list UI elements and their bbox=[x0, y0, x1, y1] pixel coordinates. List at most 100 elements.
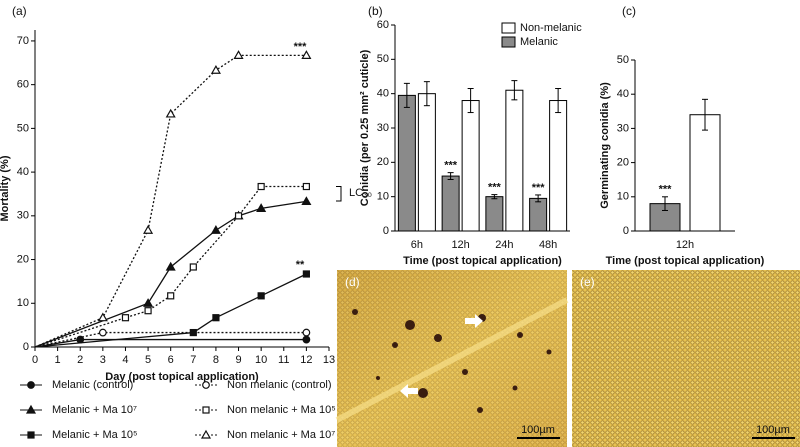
y-tick-label: 60 bbox=[377, 19, 389, 31]
panel-label: (a) bbox=[12, 4, 27, 18]
image-d: 100µm (d) bbox=[335, 270, 569, 447]
error-bar bbox=[491, 194, 498, 200]
y-tick-label: 10 bbox=[17, 297, 29, 309]
x-tick-label: 9 bbox=[235, 354, 241, 366]
marker bbox=[233, 50, 244, 59]
x-tick-label: 2 bbox=[77, 354, 83, 366]
x-tick-label: 7 bbox=[190, 354, 196, 366]
marker bbox=[302, 182, 310, 191]
marker bbox=[200, 429, 212, 439]
y-tick-label: 10 bbox=[377, 191, 389, 203]
legend-label: Melanic + Ma 10⁷ bbox=[52, 404, 137, 416]
error-bar bbox=[511, 80, 518, 101]
error-bar bbox=[662, 196, 668, 211]
error-bar bbox=[467, 88, 474, 114]
bracket bbox=[336, 186, 342, 202]
panel-label: (c) bbox=[622, 4, 636, 18]
line bbox=[34, 200, 307, 348]
bar bbox=[485, 196, 504, 232]
marker bbox=[301, 50, 312, 59]
bar bbox=[689, 114, 721, 232]
y-tick-label: 0 bbox=[383, 225, 389, 237]
y-tick-label: 40 bbox=[377, 88, 389, 100]
annotation: *** bbox=[294, 41, 308, 53]
x-tick-label: 5 bbox=[145, 354, 151, 366]
marker bbox=[97, 312, 108, 322]
marker bbox=[257, 182, 265, 191]
x-tick-label: 8 bbox=[213, 354, 219, 366]
x-tick-label: 12h bbox=[451, 239, 469, 251]
significance: *** bbox=[488, 182, 502, 194]
bar bbox=[417, 93, 436, 232]
marker bbox=[27, 381, 35, 389]
y-tick-label: 20 bbox=[617, 157, 629, 169]
marker bbox=[189, 328, 197, 337]
error-bar bbox=[555, 88, 562, 114]
y-tick-label: 10 bbox=[617, 191, 629, 203]
annotation: ** bbox=[296, 259, 305, 271]
x-tick-label: 24h bbox=[495, 239, 513, 251]
marker bbox=[98, 328, 107, 337]
marker bbox=[165, 261, 176, 271]
marker bbox=[165, 108, 176, 118]
y-tick-label: 0 bbox=[23, 341, 29, 353]
x-tick-label: 1 bbox=[55, 354, 61, 366]
line bbox=[34, 273, 307, 348]
legend-label: Melanic + Ma 10⁵ bbox=[52, 429, 138, 441]
error-bar bbox=[702, 98, 708, 131]
panel-label: (d) bbox=[345, 275, 360, 289]
marker bbox=[202, 381, 210, 389]
significance: *** bbox=[444, 160, 458, 172]
marker bbox=[27, 431, 35, 439]
x-tick-label: 6h bbox=[411, 239, 423, 251]
legend-swatch bbox=[501, 22, 516, 34]
x-tick-label: 4 bbox=[122, 354, 128, 366]
legend-label: Melanic bbox=[520, 36, 558, 48]
image-e: 100µm (e) bbox=[572, 270, 800, 447]
error-bar bbox=[403, 82, 410, 108]
marker bbox=[212, 314, 220, 322]
y-tick-label: 30 bbox=[617, 122, 629, 134]
y-tick-label: 40 bbox=[617, 88, 629, 100]
y-tick-label: 0 bbox=[623, 225, 629, 237]
legend-label: Non-melanic bbox=[520, 22, 582, 34]
bar bbox=[461, 100, 480, 232]
marker bbox=[234, 212, 243, 220]
marker bbox=[143, 225, 154, 234]
y-tick-label: 20 bbox=[17, 253, 29, 265]
marker bbox=[25, 404, 37, 414]
x-tick-label: 48h bbox=[539, 239, 557, 251]
marker bbox=[189, 263, 197, 271]
marker bbox=[144, 307, 152, 315]
x-axis-title: Day (post topical application) bbox=[105, 371, 259, 383]
marker bbox=[302, 328, 311, 337]
marker bbox=[210, 225, 221, 234]
bar bbox=[529, 197, 548, 232]
y-tick-label: 20 bbox=[377, 156, 389, 168]
y-tick-label: 30 bbox=[377, 122, 389, 134]
significance: *** bbox=[532, 182, 546, 194]
y-axis-title: Conidia (per 0.25 mm² cuticle) bbox=[359, 49, 371, 206]
x-tick-label: 11 bbox=[278, 354, 289, 366]
error-bar bbox=[535, 194, 542, 203]
y-tick-label: 40 bbox=[17, 166, 29, 178]
legend-label: Non melanic (control) bbox=[227, 379, 332, 391]
bar bbox=[549, 100, 568, 232]
y-tick-label: 30 bbox=[17, 210, 29, 222]
marker bbox=[202, 406, 210, 414]
panel-label: (b) bbox=[368, 4, 383, 18]
marker bbox=[257, 292, 265, 300]
annotation: LC₃₀ bbox=[349, 187, 372, 199]
y-tick-label: 60 bbox=[17, 79, 29, 91]
marker bbox=[256, 203, 267, 212]
x-tick-label: 12h bbox=[676, 239, 694, 251]
x-axis-title: Time (post topical application) bbox=[403, 255, 562, 267]
marker bbox=[167, 292, 175, 300]
line bbox=[34, 54, 307, 348]
marker bbox=[210, 65, 221, 74]
legend-label: Non melanic + Ma 10⁵ bbox=[227, 404, 336, 416]
x-tick-label: 3 bbox=[100, 354, 106, 366]
marker bbox=[302, 270, 310, 278]
x-tick-label: 10 bbox=[255, 354, 267, 366]
